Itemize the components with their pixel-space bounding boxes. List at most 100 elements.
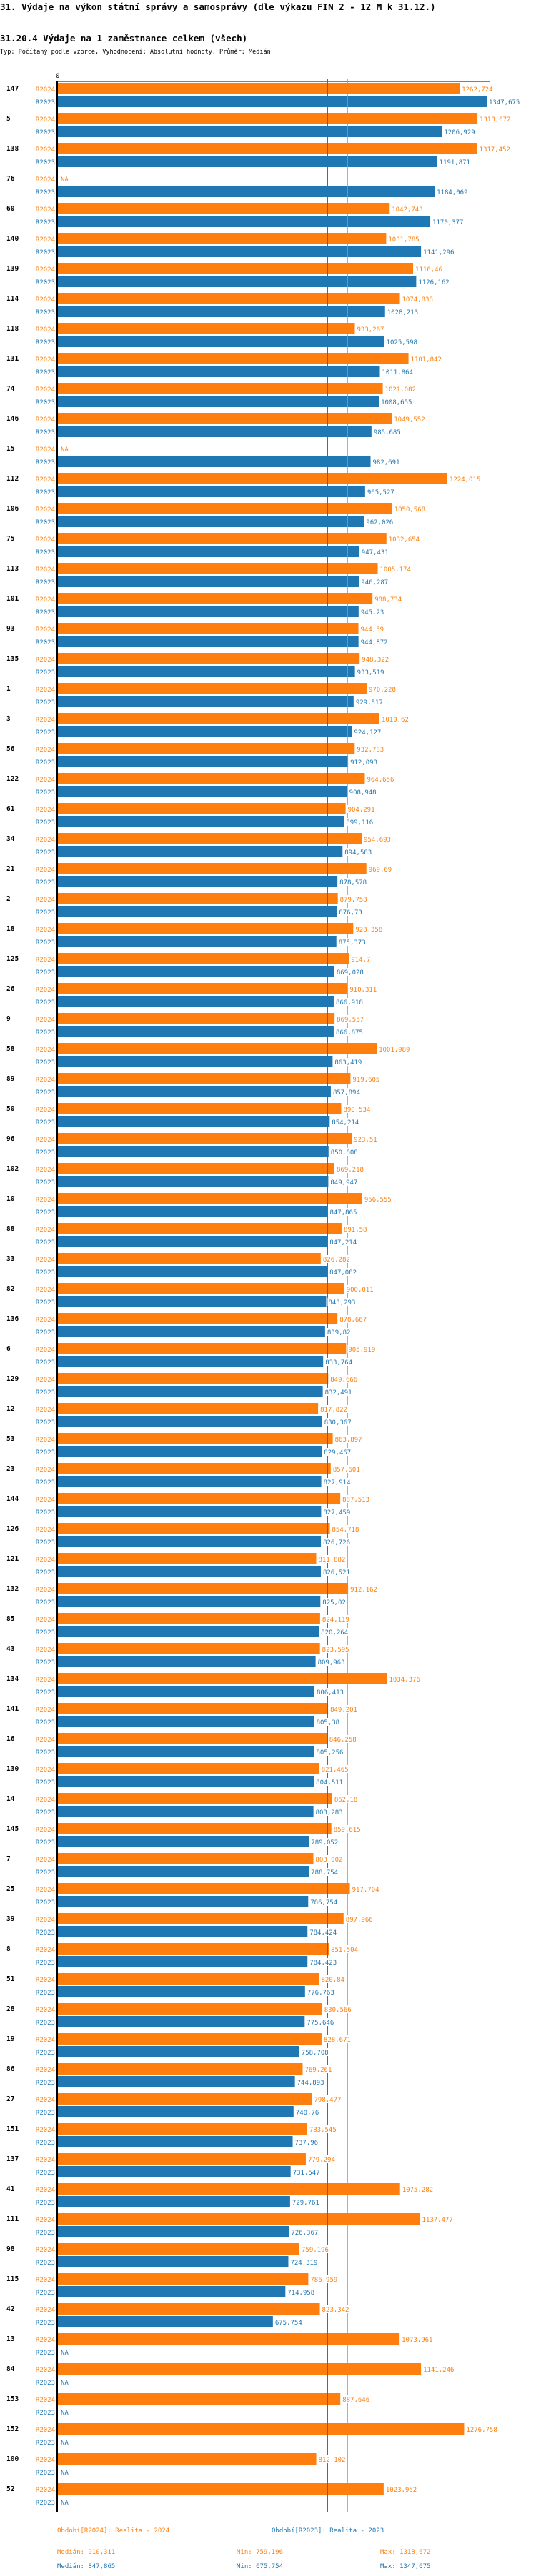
series-label: R2023 [36, 399, 55, 406]
series-label: R2024 [36, 236, 55, 244]
value-label: 894,583 [344, 849, 372, 857]
series-label: R2024 [36, 2157, 55, 2164]
value-label: 830,566 [324, 2007, 352, 2014]
value-label-bg [60, 2438, 69, 2446]
value-label-bg [309, 1898, 339, 1906]
series-label: R2024 [36, 2127, 55, 2134]
series-label: R2023 [36, 189, 55, 196]
bar-R2024 [58, 2303, 320, 2315]
series-label: R2023 [36, 2170, 55, 2177]
value-label: 932,783 [357, 747, 384, 754]
bar-R2024 [58, 653, 360, 664]
bar-R2024 [58, 1763, 319, 1774]
value-label: 829,467 [324, 1449, 351, 1457]
category-label: 146 [6, 415, 19, 423]
value-label: 1023,952 [386, 2487, 417, 2494]
series-label: R2023 [36, 1359, 55, 1367]
category-label: 7 [6, 1855, 11, 1863]
bar-R2023 [58, 2106, 294, 2117]
category-label: 125 [6, 955, 19, 963]
value-label: 1276,758 [466, 2427, 497, 2434]
value-label-bg [329, 1208, 358, 1216]
series-label: R2023 [36, 879, 55, 887]
value-label: 1031,785 [388, 236, 419, 244]
value-label-bg [422, 248, 456, 256]
value-label-bg [60, 2348, 69, 2356]
category-label: 16 [6, 1735, 15, 1743]
bar-R2023 [58, 306, 385, 317]
value-label-bg [317, 1658, 347, 1666]
value-label-bg [350, 955, 372, 963]
value-label: 859,615 [334, 1827, 361, 1834]
series-label: R2024 [36, 146, 55, 154]
bar-R2024 [58, 1913, 344, 1924]
series-label: R2023 [36, 1269, 55, 1277]
series-label: R2023 [36, 1029, 55, 1037]
category-label: 138 [6, 145, 19, 153]
value-label: 817,822 [320, 1407, 347, 1414]
value-label-bg [367, 865, 393, 873]
value-label: 758,708 [302, 2050, 329, 2057]
value-label-bg [345, 818, 374, 826]
series-label: R2024 [36, 1197, 55, 1204]
value-label: 869,557 [337, 1017, 364, 1024]
series-label: R2023 [36, 549, 55, 556]
category-label: 126 [6, 1525, 19, 1533]
value-label-bg [289, 2258, 319, 2266]
bar-R2023 [58, 2196, 290, 2207]
value-label: 857,601 [333, 1467, 360, 1474]
series-label: R2023 [36, 939, 55, 947]
series-label: R2023 [36, 1329, 55, 1337]
value-label: 1025,598 [387, 339, 417, 346]
series-label: R2024 [36, 2367, 55, 2374]
bar-R2023 [58, 1716, 314, 1727]
series-label: R2024 [36, 1947, 55, 1954]
value-label: 832,491 [325, 1389, 352, 1397]
value-label-bg [334, 1435, 364, 1443]
series-label: R2023 [36, 2470, 55, 2477]
bar-R2023 [58, 1986, 305, 1997]
category-label: 42 [6, 2305, 14, 2313]
category-label: 28 [6, 2005, 15, 2013]
bar-R2023 [58, 336, 384, 347]
value-label: 969,69 [369, 867, 392, 874]
value-label: 811,882 [318, 1557, 345, 1564]
series-label: R2024 [36, 1047, 55, 1054]
value-label: 917,704 [352, 1887, 379, 1894]
bar-R2023 [58, 516, 364, 527]
series-label: R2023 [36, 1809, 55, 1817]
series-label: R2024 [36, 1167, 55, 1174]
bar-R2023 [58, 1926, 308, 1937]
series-label: R2023 [36, 339, 55, 346]
series-label: R2024 [36, 2247, 55, 2254]
series-label: R2024 [36, 717, 55, 724]
series-label: R2023 [36, 2320, 55, 2327]
value-label-bg [314, 1855, 344, 1863]
value-label-bg [316, 1688, 345, 1696]
value-label: 803,002 [316, 1857, 343, 1864]
value-label-bg [417, 278, 451, 286]
bar-R2024 [58, 143, 477, 154]
value-label-bg [380, 398, 414, 406]
bar-R2024 [58, 2423, 465, 2435]
category-label: 76 [6, 175, 15, 183]
bar-R2024 [58, 1313, 338, 1324]
value-label: 675,754 [275, 2320, 302, 2327]
series-label: R2024 [36, 987, 55, 994]
category-label: 12 [6, 1405, 14, 1413]
value-label-bg [461, 85, 495, 93]
bar-R2024 [58, 863, 367, 874]
series-label: R2024 [36, 1647, 55, 1654]
bar-R2024 [58, 1733, 327, 1744]
bar-R2023 [58, 456, 371, 467]
category-label: 61 [6, 805, 15, 813]
value-label-bg [309, 1928, 338, 1936]
bar-R2024 [58, 2273, 309, 2285]
series-label: R2023 [36, 1569, 55, 1577]
value-label-bg [60, 2408, 69, 2416]
category-label: 19 [6, 2035, 15, 2043]
category-label: 52 [6, 2485, 14, 2493]
value-label-bg [360, 578, 389, 586]
value-label-bg [322, 1255, 352, 1263]
value-label: 929,517 [356, 699, 383, 707]
